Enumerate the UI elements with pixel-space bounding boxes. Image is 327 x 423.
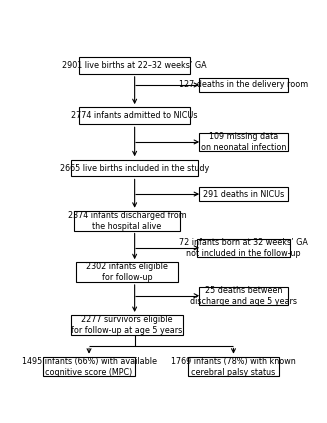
- Text: 2374 infants discharged from
the hospital alive: 2374 infants discharged from the hospita…: [68, 211, 186, 231]
- FancyBboxPatch shape: [79, 57, 190, 74]
- Text: 127 deaths in the delivery room: 127 deaths in the delivery room: [179, 80, 308, 89]
- Text: 291 deaths in NICUs: 291 deaths in NICUs: [203, 190, 284, 198]
- FancyBboxPatch shape: [79, 107, 190, 124]
- Text: 25 deaths between
discharge and age 5 years: 25 deaths between discharge and age 5 ye…: [190, 286, 297, 306]
- Text: 72 infants born at 32 weeks’ GA
not included in the follow-up: 72 infants born at 32 weeks’ GA not incl…: [179, 238, 308, 258]
- FancyBboxPatch shape: [197, 239, 290, 257]
- Text: 2774 infants admitted to NICUs: 2774 infants admitted to NICUs: [71, 111, 198, 121]
- FancyBboxPatch shape: [199, 78, 288, 92]
- FancyBboxPatch shape: [71, 315, 183, 335]
- FancyBboxPatch shape: [74, 211, 180, 231]
- FancyBboxPatch shape: [199, 287, 288, 305]
- FancyBboxPatch shape: [71, 159, 198, 176]
- Text: 109 missing data
on neonatal infection: 109 missing data on neonatal infection: [201, 132, 286, 152]
- Text: 1769 infants (78%) with known
cerebral palsy status: 1769 infants (78%) with known cerebral p…: [171, 357, 296, 377]
- Text: 2277 survivors eligible
for follow-up at age 5 years: 2277 survivors eligible for follow-up at…: [71, 315, 183, 335]
- Text: 2302 infants eligible
for follow-up: 2302 infants eligible for follow-up: [86, 262, 168, 282]
- FancyBboxPatch shape: [199, 133, 288, 151]
- Text: 2665 live births included in the study: 2665 live births included in the study: [60, 164, 209, 173]
- FancyBboxPatch shape: [199, 187, 288, 201]
- FancyBboxPatch shape: [43, 357, 135, 376]
- FancyBboxPatch shape: [188, 357, 279, 376]
- FancyBboxPatch shape: [77, 262, 178, 282]
- Text: 1495 infants (66%) with available
cognitive score (MPC): 1495 infants (66%) with available cognit…: [22, 357, 157, 377]
- Text: 2901 live births at 22–32 weeks’ GA: 2901 live births at 22–32 weeks’ GA: [62, 61, 207, 70]
